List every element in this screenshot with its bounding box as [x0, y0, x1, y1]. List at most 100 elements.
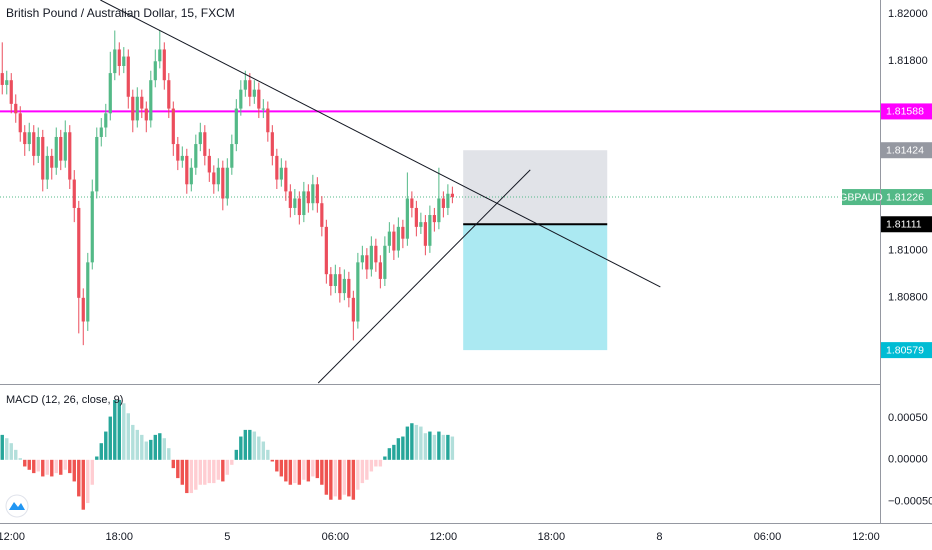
stop-label-box [881, 342, 932, 359]
macd-bar [216, 459, 221, 480]
candle-body [396, 226, 400, 251]
macd-bar [90, 459, 94, 485]
macd-bar [432, 434, 437, 460]
macd-bar [275, 459, 279, 472]
macd-bar [437, 431, 441, 460]
macd-bar [419, 426, 423, 460]
macd-bar [450, 436, 455, 460]
stop-zone [463, 224, 608, 351]
candle-body [198, 132, 202, 145]
candle-body [261, 108, 265, 110]
candle-body [90, 191, 94, 263]
macd-bar [369, 459, 374, 472]
candle-body [410, 198, 414, 208]
macd-bar [342, 459, 347, 495]
trendline [317, 169, 531, 384]
macd-bar [104, 431, 108, 460]
candle-body [347, 278, 351, 298]
macd-bar [324, 459, 329, 495]
candle-body [221, 167, 225, 199]
macd-bar [441, 434, 446, 460]
macd-bar [252, 431, 257, 460]
y-tick-label: 1.81800 [888, 55, 928, 67]
entry-label-box [881, 216, 932, 233]
macd-bar [396, 438, 401, 460]
y-tick-label: 1.81000 [888, 244, 928, 256]
candle-body [320, 203, 324, 227]
macd-bar [176, 459, 180, 479]
candle-body [450, 193, 454, 198]
macd-bar [383, 456, 387, 460]
macd-bar [198, 459, 203, 485]
macd-bar [347, 459, 351, 497]
macd-bar [221, 459, 225, 482]
candle-body [392, 231, 396, 251]
macd-bar [315, 459, 320, 479]
candle-body [378, 262, 382, 279]
candle-body [374, 245, 378, 263]
logo-mark [9, 502, 25, 510]
candle-body [5, 80, 9, 85]
x-tick-label: 06:00 [754, 531, 782, 543]
macd-bar [360, 459, 365, 484]
macd-bar [131, 424, 135, 460]
macd-bar [171, 459, 175, 469]
candle-body [95, 136, 99, 192]
candle-body [126, 56, 130, 97]
candle-body [171, 108, 175, 145]
macd-bar [5, 438, 9, 460]
macd-bar [410, 423, 414, 460]
x-tick-label: 12:00 [0, 531, 25, 543]
macd-bar [36, 459, 40, 472]
candle-body [338, 274, 342, 294]
candle-body [266, 108, 270, 133]
candle-body [41, 136, 45, 180]
last-price-label: 1.81226 [886, 191, 924, 203]
candle-body [216, 167, 220, 185]
macd-bar [14, 449, 18, 460]
macd-bar [153, 434, 157, 460]
candle-body [306, 191, 310, 204]
candle-body [437, 198, 441, 223]
x-tick-label: 8 [656, 531, 662, 543]
candle-body [50, 155, 54, 168]
candle-body [230, 144, 234, 168]
candle-body [122, 56, 126, 67]
macd-bar [77, 459, 81, 497]
macd-bar [9, 443, 13, 460]
candle-body [414, 207, 418, 227]
candle-body [117, 49, 121, 67]
macd-bar [32, 459, 36, 474]
y-tick-label: 1.82000 [888, 8, 928, 20]
macd-bar [387, 448, 392, 460]
trendline [100, 0, 661, 288]
macd-bar [338, 459, 342, 500]
macd-bar [446, 434, 450, 460]
candle-body [167, 80, 171, 109]
candle-body [329, 274, 333, 287]
macd-title: MACD (12, 26, close, 9) [6, 394, 123, 406]
candle-body [135, 96, 139, 121]
candle-body [23, 132, 27, 145]
candle-body [342, 278, 346, 294]
macd-bar [68, 459, 72, 474]
macd-bar [270, 459, 275, 462]
macd-bar [392, 444, 396, 460]
candle-body [140, 96, 144, 109]
macd-bar [212, 459, 216, 484]
candle-body [234, 108, 238, 145]
candle-body [153, 61, 157, 81]
macd-bar [365, 459, 369, 480]
macd-bar [54, 459, 58, 474]
macd-bar [405, 426, 410, 460]
candle-body [14, 103, 18, 114]
stop-label: 1.80579 [886, 344, 924, 356]
macd-bar [239, 436, 243, 460]
macd-bar [86, 459, 90, 504]
macd-bar [72, 459, 76, 482]
candle-body [432, 215, 436, 223]
candle-body [356, 262, 360, 322]
candle-body [333, 274, 337, 287]
candle-body [279, 167, 283, 180]
